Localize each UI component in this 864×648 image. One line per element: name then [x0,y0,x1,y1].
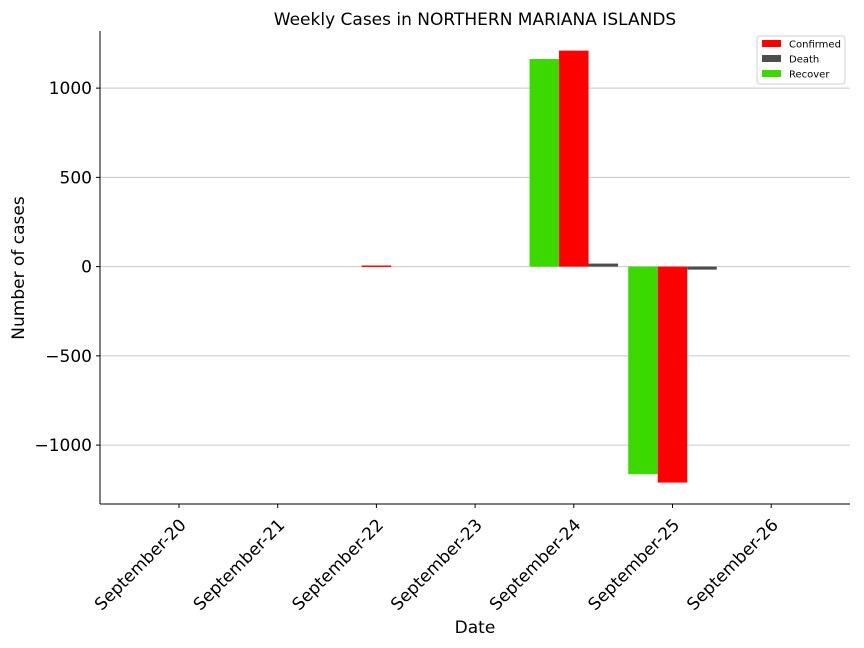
x-ticks: September-20 September-21 September-22 Sept… [91,504,783,615]
y-tick-label: 1000 [49,79,92,99]
legend: Confirmed Death Recover [756,35,846,85]
x-tick-label: September-26 [683,515,782,614]
y-tick-label: 500 [60,168,92,188]
x-axis-label: Date [455,618,496,638]
x-tick-label: September-21 [190,515,289,614]
axes [99,31,850,505]
legend-swatch-confirmed [762,40,781,47]
y-tick-label: −500 [45,347,92,367]
x-tick-label: September-22 [288,515,387,614]
legend-label-recover: Recover [789,70,830,81]
y-axis-label: Number of cases [9,196,29,340]
bar-confirmed [559,50,589,267]
x-tick-label: September-23 [387,515,486,614]
bar-death [687,266,717,270]
legend-label-confirmed: Confirmed [789,40,841,51]
chart-title: Weekly Cases in NORTHERN MARIANA ISLANDS [274,10,676,30]
x-tick-label: September-25 [585,515,684,614]
bar-confirmed [361,265,392,268]
y-ticks: −1000 −500 0 500 1000 [34,79,100,456]
legend-swatch-death [762,55,781,62]
x-tick-label: September-24 [486,515,585,614]
legend-label-death: Death [789,55,819,66]
y-tick-label: −1000 [34,436,92,456]
x-tick-label: September-20 [91,515,190,614]
bar-death [588,263,619,267]
bar-recover [529,59,560,267]
legend-items: Confirmed Death Recover [762,40,841,81]
bars [361,50,717,483]
y-tick-label: 0 [81,258,92,278]
bar-recover [628,266,658,475]
legend-swatch-recover [762,70,781,77]
bar-confirmed [657,266,688,483]
grid-lines [100,87,850,446]
